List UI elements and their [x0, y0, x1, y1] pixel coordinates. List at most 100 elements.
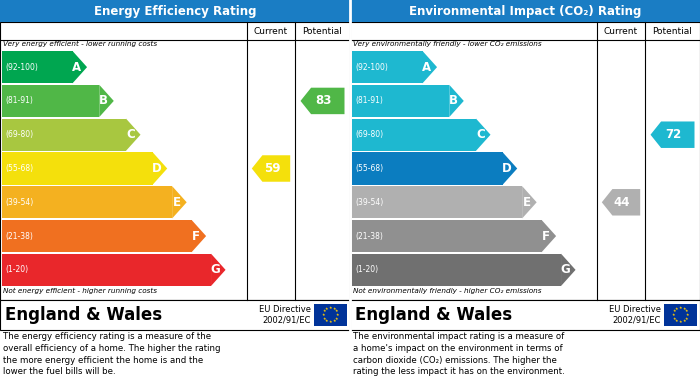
Text: A: A	[422, 61, 431, 74]
Polygon shape	[252, 155, 290, 182]
Text: England & Wales: England & Wales	[5, 306, 162, 324]
Text: England & Wales: England & Wales	[355, 306, 512, 324]
Bar	[0, 0, 350, 22]
Polygon shape	[476, 118, 491, 151]
Polygon shape	[126, 118, 141, 151]
Text: Environmental Impact (CO₂) Rating: Environmental Impact (CO₂) Rating	[409, 5, 641, 18]
Text: ★: ★	[676, 319, 679, 323]
Text: ★: ★	[682, 307, 686, 311]
Text: ★: ★	[676, 307, 679, 311]
Text: ★: ★	[672, 313, 676, 317]
Text: F: F	[542, 230, 550, 242]
Text: ★: ★	[323, 310, 326, 314]
Polygon shape	[211, 254, 225, 286]
Text: ★: ★	[329, 320, 332, 324]
Bar	[2, 186, 172, 219]
Text: (55-68): (55-68)	[5, 164, 33, 173]
Text: 59: 59	[264, 162, 280, 175]
Text: Current: Current	[604, 27, 638, 36]
Text: Current: Current	[254, 27, 288, 36]
Bar	[2, 254, 211, 286]
Text: D: D	[152, 162, 162, 175]
Polygon shape	[423, 51, 437, 83]
Polygon shape	[73, 51, 87, 83]
Text: EU Directive
2002/91/EC: EU Directive 2002/91/EC	[259, 305, 311, 325]
Polygon shape	[602, 189, 640, 215]
Polygon shape	[192, 220, 206, 252]
Text: ★: ★	[335, 317, 338, 321]
Text: ★: ★	[679, 306, 682, 310]
Bar	[352, 220, 542, 252]
Bar	[352, 152, 503, 185]
Text: (1-20): (1-20)	[355, 265, 378, 274]
Text: Not environmentally friendly - higher CO₂ emissions: Not environmentally friendly - higher CO…	[353, 288, 542, 294]
Text: ★: ★	[332, 319, 336, 323]
Text: Not energy efficient - higher running costs: Not energy efficient - higher running co…	[3, 288, 157, 294]
Bar	[314, 304, 347, 326]
Bar	[2, 118, 126, 151]
Text: ★: ★	[673, 310, 676, 314]
Bar	[2, 220, 192, 252]
Text: ★: ★	[332, 307, 336, 311]
Text: G: G	[561, 264, 570, 276]
Text: (92-100): (92-100)	[5, 63, 38, 72]
Polygon shape	[542, 220, 556, 252]
Bar	[352, 186, 522, 219]
Text: 44: 44	[614, 196, 630, 209]
Text: ★: ★	[682, 319, 686, 323]
Bar	[664, 304, 697, 326]
Polygon shape	[449, 85, 464, 117]
Text: C: C	[476, 128, 484, 141]
Text: ★: ★	[673, 317, 676, 321]
Text: F: F	[192, 230, 200, 242]
Text: ★: ★	[685, 310, 688, 314]
Text: (1-20): (1-20)	[5, 265, 28, 274]
Bar	[350, 300, 700, 330]
Text: The environmental impact rating is a measure of
a home's impact on the environme: The environmental impact rating is a mea…	[353, 332, 565, 377]
Text: ★: ★	[329, 306, 332, 310]
Text: ★: ★	[322, 313, 326, 317]
Text: E: E	[172, 196, 181, 209]
Bar	[352, 118, 476, 151]
Text: Potential: Potential	[302, 27, 342, 36]
Text: D: D	[502, 162, 512, 175]
Text: EU Directive
2002/91/EC: EU Directive 2002/91/EC	[609, 305, 661, 325]
Polygon shape	[172, 186, 187, 219]
Text: Very energy efficient - lower running costs: Very energy efficient - lower running co…	[3, 41, 157, 47]
Bar	[350, 0, 700, 22]
Polygon shape	[300, 88, 344, 114]
Text: (92-100): (92-100)	[355, 63, 388, 72]
Text: ★: ★	[326, 307, 329, 311]
Bar	[352, 254, 561, 286]
Bar	[350, 22, 700, 300]
Text: (81-91): (81-91)	[355, 97, 383, 106]
Polygon shape	[522, 186, 537, 219]
Text: G: G	[211, 264, 220, 276]
Bar	[2, 51, 73, 83]
Polygon shape	[650, 122, 694, 148]
Polygon shape	[99, 85, 114, 117]
Text: Potential: Potential	[652, 27, 692, 36]
Text: (39-54): (39-54)	[355, 198, 384, 207]
Text: (69-80): (69-80)	[5, 130, 33, 139]
Text: (21-38): (21-38)	[355, 231, 383, 240]
Text: ★: ★	[326, 319, 329, 323]
Bar	[352, 51, 423, 83]
Polygon shape	[153, 152, 167, 185]
Text: B: B	[449, 95, 458, 108]
Text: ★: ★	[686, 313, 690, 317]
Bar	[0, 300, 350, 330]
Text: (81-91): (81-91)	[5, 97, 33, 106]
Text: ★: ★	[336, 313, 340, 317]
Text: A: A	[72, 61, 81, 74]
Text: (69-80): (69-80)	[355, 130, 383, 139]
Bar	[352, 85, 449, 117]
Text: The energy efficiency rating is a measure of the
overall efficiency of a home. T: The energy efficiency rating is a measur…	[3, 332, 220, 377]
Text: Very environmentally friendly - lower CO₂ emissions: Very environmentally friendly - lower CO…	[353, 41, 542, 47]
Bar	[2, 85, 99, 117]
Text: 83: 83	[316, 95, 332, 108]
Text: B: B	[99, 95, 108, 108]
Text: (55-68): (55-68)	[355, 164, 383, 173]
Bar	[0, 22, 350, 300]
Bar	[2, 152, 153, 185]
